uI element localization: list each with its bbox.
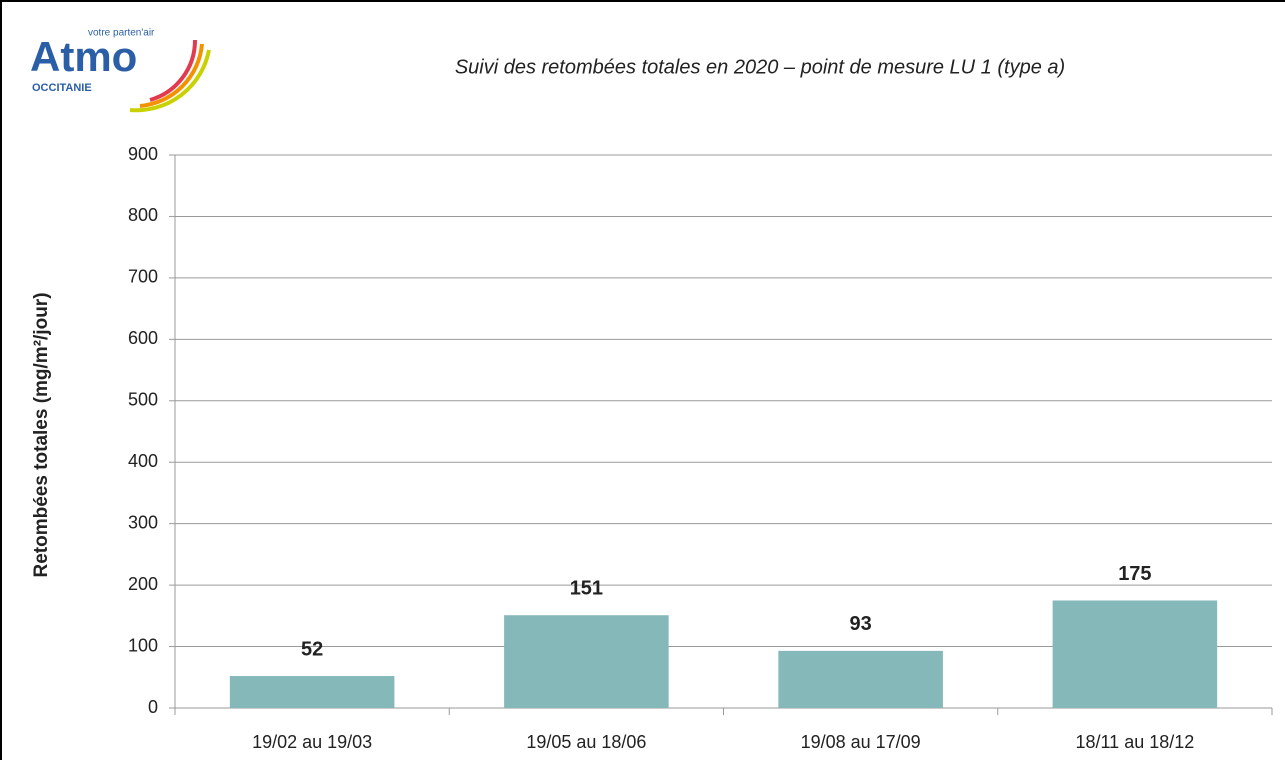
y-tick-label: 0 <box>148 697 158 717</box>
y-axis-label: Retombées totales (mg/m²/jour) <box>31 292 52 577</box>
logo: Atmo votre parten'air OCCITANIE <box>30 28 211 113</box>
bar <box>229 676 395 708</box>
data-label: 93 <box>850 613 872 635</box>
logo-arc <box>149 39 198 102</box>
y-tick-label: 400 <box>128 451 158 471</box>
y-tick-label: 200 <box>128 574 158 594</box>
logo-region: OCCITANIE <box>32 82 92 94</box>
y-tick-label: 800 <box>128 205 158 225</box>
data-label: 52 <box>301 638 323 660</box>
data-label: 151 <box>570 578 603 600</box>
y-tick-label: 600 <box>128 328 158 348</box>
y-tick-label: 300 <box>128 512 158 532</box>
bar <box>504 615 669 708</box>
y-tick-label: 900 <box>128 144 158 164</box>
logo-arc <box>129 49 211 113</box>
x-tick-label: 19/05 au 18/06 <box>526 732 646 752</box>
y-tick-label: 100 <box>128 635 158 655</box>
y-tick-label: 700 <box>128 267 158 287</box>
x-tick-label: 19/02 au 19/03 <box>252 732 372 752</box>
y-tick-label: 500 <box>128 390 158 410</box>
data-label: 175 <box>1118 563 1151 585</box>
logo-tagline: votre parten'air <box>88 28 155 39</box>
chart-title: Suivi des retombées totales en 2020 – po… <box>455 56 1065 78</box>
bar <box>778 650 943 708</box>
bar <box>1052 600 1218 708</box>
x-tick-label: 19/08 au 17/09 <box>801 732 921 752</box>
logo-arc <box>139 43 204 108</box>
x-tick-label: 18/11 au 18/12 <box>1075 732 1194 752</box>
logo-name: Atmo <box>30 33 137 80</box>
